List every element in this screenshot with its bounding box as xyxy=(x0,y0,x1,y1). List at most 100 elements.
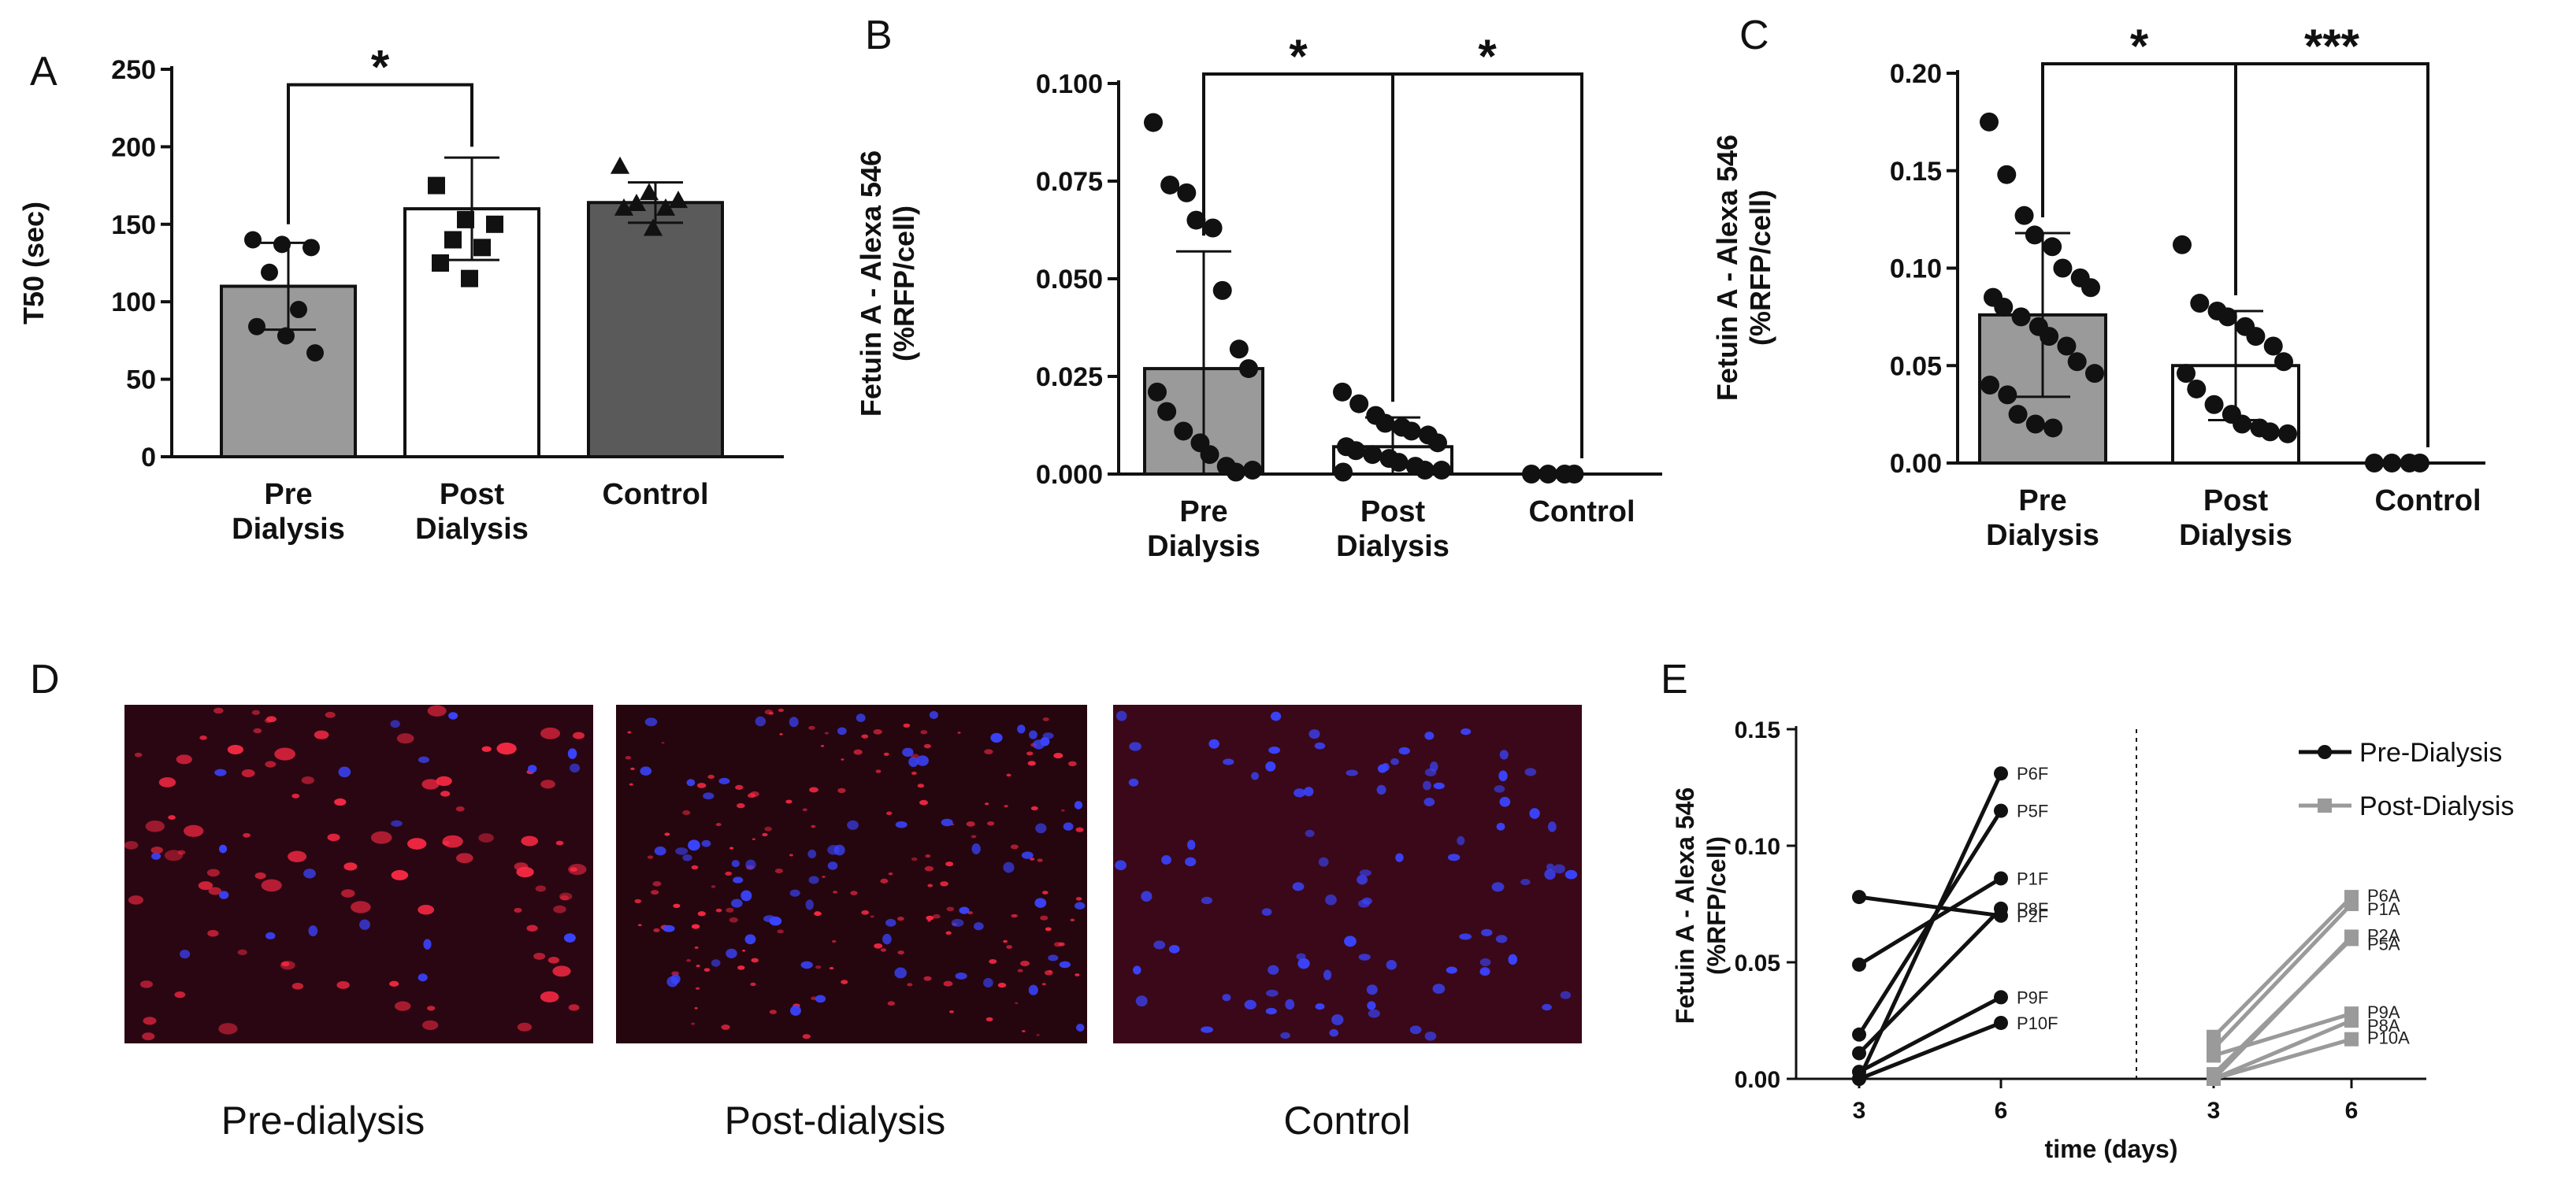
y-tick-label: 0.10 xyxy=(1735,834,1780,860)
nucleus xyxy=(1059,961,1071,969)
red-stain xyxy=(814,911,822,917)
nucleus xyxy=(731,859,740,868)
red-stain xyxy=(987,821,995,826)
nucleus xyxy=(990,732,1003,743)
nucleus xyxy=(1494,785,1505,793)
significance-label: * xyxy=(371,41,390,94)
data-point xyxy=(1212,280,1232,300)
red-stain xyxy=(785,799,792,804)
red-stain xyxy=(917,784,925,788)
red-stain xyxy=(764,826,773,832)
nucleus xyxy=(640,766,652,776)
data-point xyxy=(2382,454,2402,472)
red-stain xyxy=(832,939,837,943)
red-stain xyxy=(789,854,793,857)
red-stain xyxy=(370,831,392,844)
y-tick-label: 0.15 xyxy=(1735,717,1780,743)
nucleus xyxy=(1042,732,1054,739)
point-label: P5F xyxy=(2017,802,2048,821)
y-axis-label: T50 (sec) xyxy=(17,202,50,324)
red-stain xyxy=(1010,844,1019,850)
nucleus xyxy=(805,899,814,910)
data-point xyxy=(1375,413,1395,433)
data-point xyxy=(2344,932,2359,947)
red-stain xyxy=(691,1022,696,1025)
nucleus xyxy=(730,899,743,908)
red-stain xyxy=(1058,942,1065,947)
red-stain xyxy=(861,910,870,915)
red-stain xyxy=(516,866,534,878)
data-point xyxy=(1200,445,1219,465)
data-point xyxy=(290,301,307,319)
nucleus xyxy=(527,765,537,773)
red-stain xyxy=(142,1032,155,1040)
nucleus xyxy=(1368,1009,1380,1018)
red-stain xyxy=(985,802,989,806)
data-point xyxy=(1401,421,1421,441)
nucleus xyxy=(827,861,838,870)
y-tick-label: 0.050 xyxy=(1036,265,1103,295)
nucleus xyxy=(1423,797,1435,806)
nucleus xyxy=(827,845,840,855)
red-stain xyxy=(697,911,706,917)
red-stain xyxy=(1075,897,1082,901)
nucleus xyxy=(701,839,711,847)
red-stain xyxy=(496,743,517,755)
red-stain xyxy=(184,824,204,837)
nucleus xyxy=(1075,902,1086,910)
nucleus xyxy=(1034,898,1047,908)
nucleus xyxy=(1315,1002,1325,1010)
red-stain xyxy=(694,1007,698,1010)
x-axis-label: time (days) xyxy=(2045,1135,2178,1163)
red-stain xyxy=(325,711,336,718)
red-stain xyxy=(440,791,451,797)
nucleus xyxy=(769,916,782,926)
nucleus xyxy=(1280,1032,1290,1039)
red-stain xyxy=(769,1010,777,1014)
data-point xyxy=(2081,278,2100,298)
red-stain xyxy=(1045,927,1052,932)
nucleus xyxy=(1021,851,1034,859)
nucleus xyxy=(1481,928,1493,937)
nucleus xyxy=(1028,730,1037,739)
red-stain xyxy=(925,854,931,858)
red-stain xyxy=(288,850,307,862)
data-point xyxy=(1160,175,1180,195)
red-stain xyxy=(883,752,889,756)
category-label: Dialysis xyxy=(232,513,345,546)
y-axis-label-line: Fetuin A - Alexa 546 xyxy=(855,150,887,417)
nucleus xyxy=(390,720,400,728)
nucleus xyxy=(1432,984,1446,994)
red-stain xyxy=(946,906,955,912)
data-point xyxy=(626,194,647,212)
data-point xyxy=(639,183,659,201)
panel-letter-e: E xyxy=(1661,657,1688,702)
series-line xyxy=(2212,895,2353,1039)
y-tick-label: 0.05 xyxy=(1735,950,1780,976)
red-stain xyxy=(933,913,941,919)
red-stain xyxy=(926,915,934,921)
bar xyxy=(587,201,724,458)
red-stain xyxy=(943,980,953,987)
red-stain xyxy=(919,799,929,806)
data-point xyxy=(2011,307,2031,327)
red-stain xyxy=(897,950,904,955)
data-point xyxy=(655,198,676,216)
significance-bracket xyxy=(2234,62,2429,447)
nucleus xyxy=(1265,761,1276,772)
red-stain xyxy=(540,991,559,1002)
red-stain xyxy=(888,872,893,876)
nucleus xyxy=(755,716,766,727)
red-stain xyxy=(694,946,699,949)
data-point xyxy=(2274,352,2293,372)
nucleus xyxy=(815,995,826,1003)
significance-bracket xyxy=(1391,72,1583,458)
data-point xyxy=(2085,364,2104,384)
data-point xyxy=(2057,336,2077,356)
data-point xyxy=(1852,890,1866,905)
red-stain xyxy=(301,776,314,784)
data-point xyxy=(244,231,262,249)
data-point xyxy=(2207,1048,2221,1063)
point-label: P5A xyxy=(2367,934,2400,954)
nucleus xyxy=(1520,879,1531,886)
